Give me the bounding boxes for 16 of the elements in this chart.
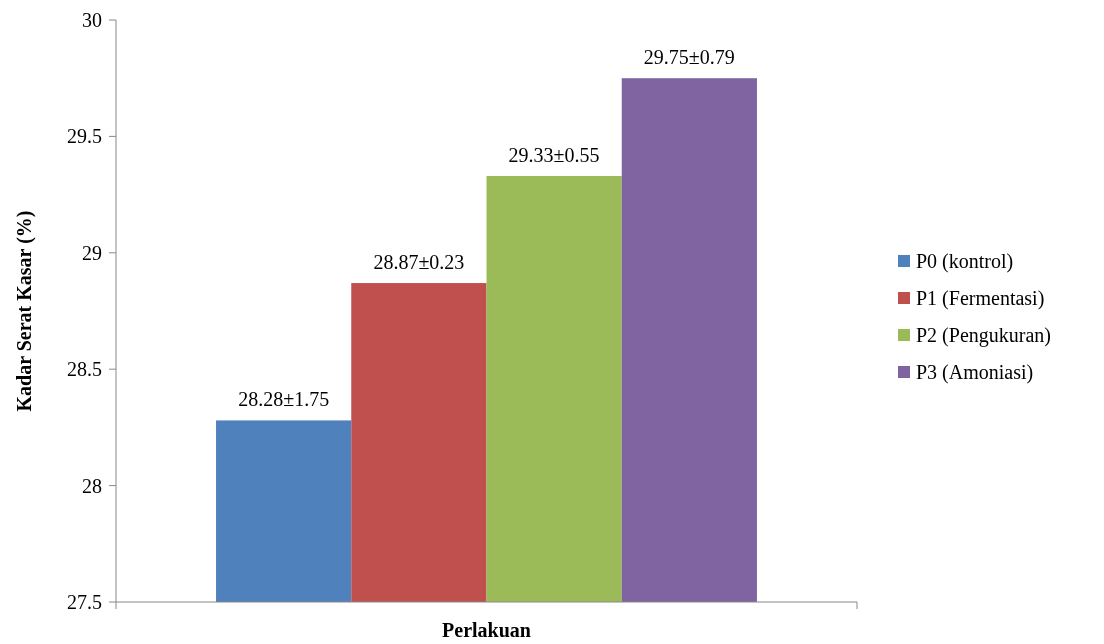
data-label: 29.75±0.79 [643,46,735,69]
legend-label: P1 (Fermentasi) [916,287,1045,310]
y-tick-label: 30 [82,9,102,31]
y-tick-label: 29 [82,241,102,264]
legend-label: P2 (Pengukuran) [916,324,1051,347]
data-label: 28.87±0.23 [373,251,465,274]
y-axis-title: Kadar Serat Kasar (%) [13,210,36,412]
data-label: 28.28±1.75 [238,388,330,411]
y-tick-label: 29.5 [67,125,102,148]
data-label: 29.33±0.55 [508,143,600,166]
x-axis-title: Perlakuan [442,619,531,641]
y-tick-label: 27.5 [67,591,102,613]
legend-label: P3 (Amoniasi) [916,361,1034,384]
y-tick-label: 28 [82,474,102,497]
legend-label: P0 (kontrol) [916,250,1014,273]
y-tick-label: 28.5 [67,358,102,381]
